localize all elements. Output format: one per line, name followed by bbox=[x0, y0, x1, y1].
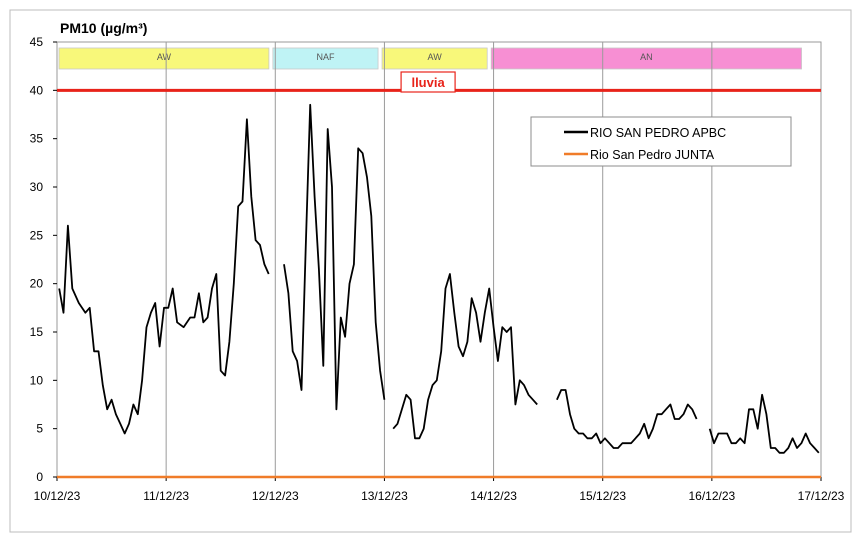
x-tick-label: 15/12/23 bbox=[579, 489, 626, 503]
y-tick-label: 40 bbox=[30, 83, 44, 97]
chart-border bbox=[9, 9, 852, 533]
x-tick-label: 10/12/23 bbox=[34, 489, 81, 503]
series-0-line-segment bbox=[283, 103, 386, 411]
chart-title: PM10 (µg/m³) bbox=[60, 20, 147, 36]
y-tick-label: 35 bbox=[30, 132, 44, 146]
y-tick-label: 25 bbox=[30, 228, 44, 242]
y-axis-ticks: 0 5 10 15 20 25 30 35 40 45 bbox=[30, 35, 57, 484]
x-axis-ticks: 10/12/23 11/12/23 12/12/23 13/12/23 14/12/23… bbox=[34, 477, 845, 503]
series-0-line-segment bbox=[556, 389, 698, 449]
x-tick-label: 11/12/23 bbox=[143, 489, 189, 503]
y-tick-label: 5 bbox=[36, 422, 43, 436]
vertical-gridlines bbox=[165, 42, 713, 477]
legend-box bbox=[530, 116, 792, 167]
y-tick-label: 15 bbox=[30, 325, 44, 339]
y-tick-label: 0 bbox=[36, 470, 43, 484]
band-label-2: AW bbox=[428, 52, 443, 62]
legend-label-junta: Rio San Pedro JUNTA bbox=[590, 148, 715, 162]
band-label-1: NAF bbox=[316, 52, 335, 62]
band-3 bbox=[490, 47, 802, 70]
band-0 bbox=[58, 47, 270, 70]
x-tick-label: 14/12/23 bbox=[470, 489, 517, 503]
y-tick-label: 45 bbox=[30, 35, 44, 49]
band-label-3: AN bbox=[640, 52, 653, 62]
series-0-line-segment bbox=[708, 393, 820, 454]
y-tick-label: 20 bbox=[30, 277, 44, 291]
series-lines bbox=[57, 103, 821, 479]
band-2 bbox=[381, 47, 488, 70]
situation-bands: AW NAF AW AN bbox=[58, 47, 802, 70]
legend: RIO SAN PEDRO APBC Rio San Pedro JUNTA bbox=[530, 116, 792, 167]
rain-label: lluvia bbox=[411, 75, 445, 90]
band-1 bbox=[272, 47, 379, 70]
y-tick-label: 10 bbox=[30, 373, 44, 387]
rain-label-box bbox=[400, 71, 456, 93]
x-tick-label: 13/12/23 bbox=[361, 489, 408, 503]
x-tick-label: 17/12/23 bbox=[798, 489, 845, 503]
x-tick-label: 12/12/23 bbox=[252, 489, 299, 503]
legend-label-apbc: RIO SAN PEDRO APBC bbox=[590, 126, 726, 140]
limit-line-group: lluvia bbox=[57, 71, 821, 93]
y-tick-label: 30 bbox=[30, 180, 44, 194]
series-0-line-segment bbox=[392, 273, 538, 440]
x-tick-label: 16/12/23 bbox=[688, 489, 735, 503]
series-0-line-segment bbox=[58, 118, 270, 435]
band-label-0: AW bbox=[157, 52, 172, 62]
